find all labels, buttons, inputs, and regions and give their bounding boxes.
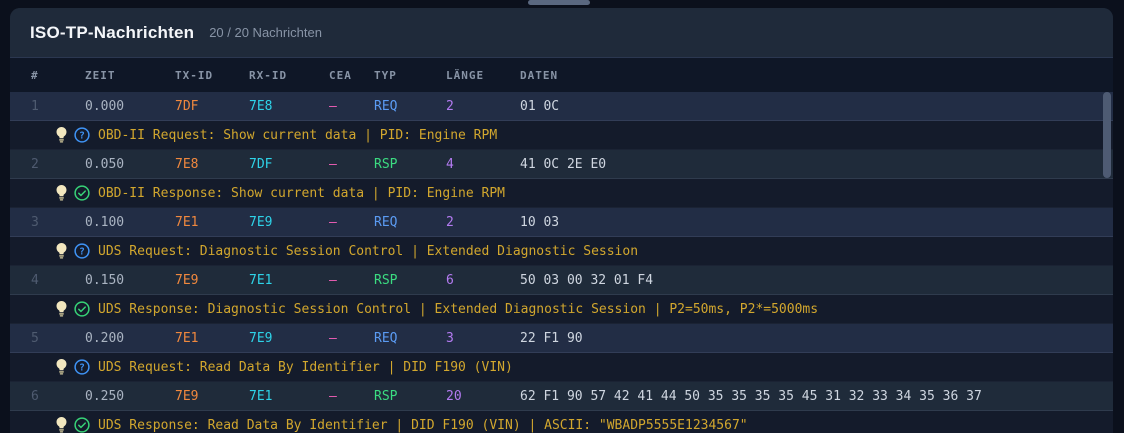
col-header-tx-id: TX-ID [175,68,214,82]
msg-time: 0.200 [85,331,125,346]
annotation-text: OBD-II Response: Show current data | PID… [98,185,505,201]
table-row[interactable]: 6 0.250 7E9 7E1 — RSP 20 62 F1 90 57 42 … [10,382,1113,411]
msg-data-bytes: 50 03 00 32 01 F4 [520,273,654,288]
question-circle-icon: ? [74,127,90,143]
col-header-cea: CEA [329,68,352,82]
annotation-text: UDS Request: Diagnostic Session Control … [98,243,639,259]
msg-tx-id: 7DF [175,99,199,114]
msg-tx-id: 7E1 [175,215,199,230]
lightbulb-icon [56,127,67,143]
msg-data-bytes: 41 0C 2E E0 [520,157,607,172]
msg-length: 3 [446,331,454,346]
col-header-typ: TYP [374,68,397,82]
msg-time: 0.000 [85,99,125,114]
msg-rx-id: 7E1 [249,389,273,404]
table-header-row: # ZEIT TX-ID RX-ID CEA TYP LÄNGE DATEN [10,58,1113,92]
scroll-nub[interactable] [528,0,590,5]
annotation-text: UDS Response: Read Data By Identifier | … [98,417,748,433]
msg-number: 5 [31,331,39,346]
msg-length: 4 [446,157,454,172]
msg-number: 1 [31,99,39,114]
annotation-row: ? UDS Request: Diagnostic Session Contro… [10,237,1113,266]
msg-rx-id: 7E9 [249,331,273,346]
msg-time: 0.150 [85,273,125,288]
question-circle-icon: ? [74,243,90,259]
msg-data-bytes: 62 F1 90 57 42 41 44 50 35 35 35 35 45 3… [520,389,982,404]
message-count: 20 / 20 Nachrichten [209,25,322,40]
table-row[interactable]: 1 0.000 7DF 7E8 — REQ 2 01 0C [10,92,1113,121]
lightbulb-icon [56,243,67,259]
annotation-text: UDS Request: Read Data By Identifier | D… [98,359,513,375]
table-row[interactable]: 4 0.150 7E9 7E1 — RSP 6 50 03 00 32 01 F… [10,266,1113,295]
msg-type-badge: RSP [374,157,398,172]
msg-data-bytes: 22 F1 90 [520,331,583,346]
msg-length: 2 [446,215,454,230]
page-title: ISO-TP-Nachrichten [30,22,195,42]
svg-text:?: ? [79,246,85,257]
msg-length: 6 [446,273,454,288]
msg-cea-dash: — [329,99,337,114]
msg-time: 0.250 [85,389,125,404]
vertical-scrollbar-thumb[interactable] [1103,92,1111,178]
msg-cea-dash: — [329,389,337,404]
msg-time: 0.050 [85,157,125,172]
table-row[interactable]: 2 0.050 7E8 7DF — RSP 4 41 0C 2E E0 [10,150,1113,179]
msg-tx-id: 7E8 [175,157,199,172]
annotation-row: ? UDS Response: Diagnostic Session Contr… [10,295,1113,324]
msg-length: 2 [446,99,454,114]
msg-cea-dash: — [329,331,337,346]
msg-rx-id: 7E8 [249,99,273,114]
message-list: 1 0.000 7DF 7E8 — REQ 2 01 0C ? [10,92,1113,433]
msg-number: 2 [31,157,39,172]
check-circle-icon [74,417,90,433]
lightbulb-icon [56,359,67,375]
annotation-row: ? UDS Response: Read Data By Identifier … [10,411,1113,433]
msg-type-badge: REQ [374,331,398,346]
col-header-daten: DATEN [520,68,559,82]
msg-time: 0.100 [85,215,125,230]
msg-cea-dash: — [329,215,337,230]
msg-rx-id: 7DF [249,157,273,172]
question-circle-icon: ? [74,359,90,375]
msg-rx-id: 7E1 [249,273,273,288]
check-circle-icon [74,301,90,317]
msg-cea-dash: — [329,157,337,172]
msg-data-bytes: 01 0C [520,99,560,114]
lightbulb-icon [56,185,67,201]
msg-data-bytes: 10 03 [520,215,560,230]
msg-tx-id: 7E9 [175,273,199,288]
col-header-zeit: ZEIT [85,68,116,82]
lightbulb-icon [56,417,67,433]
annotation-text: OBD-II Request: Show current data | PID:… [98,127,498,143]
msg-cea-dash: — [329,273,337,288]
msg-type-badge: REQ [374,99,398,114]
check-circle-icon [74,185,90,201]
msg-number: 4 [31,273,39,288]
msg-number: 3 [31,215,39,230]
annotation-row: ? OBD-II Request: Show current data | PI… [10,121,1113,150]
annotation-row: ? UDS Request: Read Data By Identifier |… [10,353,1113,382]
col-header-laenge: LÄNGE [446,68,485,82]
table-row[interactable]: 3 0.100 7E1 7E9 — REQ 2 10 03 [10,208,1113,237]
table-row[interactable]: 5 0.200 7E1 7E9 — REQ 3 22 F1 90 [10,324,1113,353]
lightbulb-icon [56,301,67,317]
svg-text:?: ? [79,362,85,373]
msg-type-badge: RSP [374,273,398,288]
col-header-num: # [31,68,39,82]
msg-length: 20 [446,389,462,404]
msg-type-badge: REQ [374,215,398,230]
iso-tp-messages-card: ISO-TP-Nachrichten 20 / 20 Nachrichten #… [10,8,1113,433]
col-header-rx-id: RX-ID [249,68,288,82]
msg-tx-id: 7E1 [175,331,199,346]
annotation-row: ? OBD-II Response: Show current data | P… [10,179,1113,208]
msg-rx-id: 7E9 [249,215,273,230]
svg-text:?: ? [79,130,85,141]
annotation-text: UDS Response: Diagnostic Session Control… [98,301,819,317]
msg-number: 6 [31,389,39,404]
card-header: ISO-TP-Nachrichten 20 / 20 Nachrichten [10,8,1113,58]
msg-type-badge: RSP [374,389,398,404]
msg-tx-id: 7E9 [175,389,199,404]
